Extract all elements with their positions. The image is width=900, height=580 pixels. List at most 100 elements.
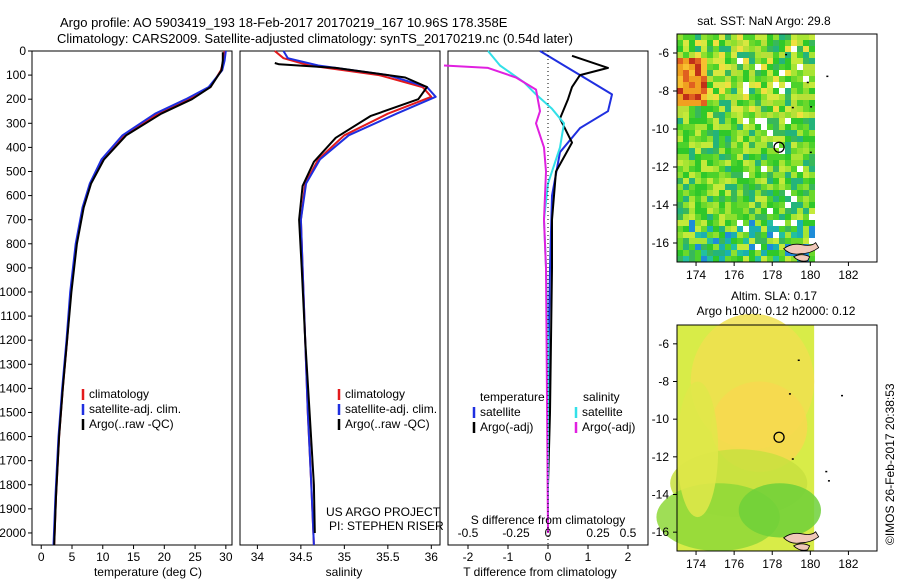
sst-cell	[743, 160, 749, 166]
sst-cell	[749, 46, 755, 52]
salinity-legend-label: Argo(..raw -QC)	[345, 417, 430, 431]
sst-cell	[749, 232, 755, 238]
sst-cell	[803, 124, 809, 130]
sst-cell	[761, 106, 767, 112]
sst-cell	[791, 106, 797, 112]
sst-cell	[737, 64, 743, 70]
sst-cell	[809, 208, 815, 214]
differences-xtick-label: 1	[585, 550, 592, 564]
sst-cell	[779, 58, 785, 64]
sst-cell	[731, 166, 737, 172]
sst-cell	[725, 88, 731, 94]
sst-cell	[767, 238, 773, 244]
sst-cell	[683, 100, 689, 106]
sst-cell	[707, 214, 713, 220]
sst-cell	[773, 208, 779, 214]
sst-cell	[731, 82, 737, 88]
sst-cell	[779, 238, 785, 244]
sst-cell	[803, 88, 809, 94]
sst-cell	[689, 172, 695, 178]
temperature-xlabel: temperature (deg C)	[94, 565, 202, 579]
sst-cell	[773, 184, 779, 190]
sst-cell	[713, 88, 719, 94]
sst-cell	[755, 190, 761, 196]
sst-cell	[731, 94, 737, 100]
sla-map-lat-label: -8	[658, 375, 669, 389]
sst-cell	[677, 196, 683, 202]
sla-map-lon-label: 174	[686, 557, 706, 571]
sst-cell	[779, 232, 785, 238]
sst-cell	[683, 220, 689, 226]
sst-cell	[809, 196, 815, 202]
sst-cell	[707, 226, 713, 232]
sst-cell	[779, 34, 785, 40]
sst-cell	[725, 106, 731, 112]
sst-cell	[767, 46, 773, 52]
sst-cell	[707, 76, 713, 82]
sst-cell	[713, 112, 719, 118]
sst-cell	[713, 202, 719, 208]
sst-cell	[779, 76, 785, 82]
sst-map-lat-label: -12	[652, 160, 670, 174]
sst-cell	[743, 208, 749, 214]
sst-cell	[761, 232, 767, 238]
sst-cell	[689, 166, 695, 172]
sst-cell	[713, 244, 719, 250]
sst-cell	[689, 94, 695, 100]
sst-cell	[713, 226, 719, 232]
sst-cell	[755, 160, 761, 166]
sst-cell	[767, 196, 773, 202]
sst-cell	[701, 94, 707, 100]
sst-cell	[773, 34, 779, 40]
sst-cell	[743, 64, 749, 70]
sst-cell	[767, 94, 773, 100]
sst-cell	[695, 46, 701, 52]
sst-cell	[785, 166, 791, 172]
sst-cell	[701, 250, 707, 256]
sst-cell	[785, 100, 791, 106]
sst-cell	[803, 94, 809, 100]
sst-cell	[683, 46, 689, 52]
sst-cell	[773, 70, 779, 76]
sst-cell	[677, 172, 683, 178]
salinity-xtick-label: 34.5	[289, 550, 313, 564]
sst-cell	[797, 154, 803, 160]
sst-cell	[755, 112, 761, 118]
sst-cell	[683, 112, 689, 118]
sst-cell	[797, 130, 803, 136]
sst-cell	[677, 154, 683, 160]
sst-cell	[719, 184, 725, 190]
sst-cell	[677, 142, 683, 148]
sst-cell	[707, 202, 713, 208]
sst-cell	[767, 34, 773, 40]
sst-cell	[677, 88, 683, 94]
sst-cell	[755, 136, 761, 142]
sst-cell	[677, 136, 683, 142]
sst-cell	[731, 112, 737, 118]
sst-cell	[749, 34, 755, 40]
sst-cell	[749, 58, 755, 64]
sst-cell	[743, 190, 749, 196]
sst-cell	[755, 100, 761, 106]
sst-cell	[731, 196, 737, 202]
sst-cell	[761, 154, 767, 160]
sst-cell	[785, 256, 791, 262]
sst-cell	[737, 184, 743, 190]
sst-cell	[749, 226, 755, 232]
sst-cell	[761, 178, 767, 184]
sst-cell	[725, 196, 731, 202]
sst-cell	[725, 94, 731, 100]
sst-cell	[677, 70, 683, 76]
sst-cell	[695, 112, 701, 118]
sst-cell	[719, 166, 725, 172]
sst-cell	[737, 70, 743, 76]
sst-cell	[725, 34, 731, 40]
sst-cell	[755, 238, 761, 244]
sst-cell	[767, 82, 773, 88]
depth-tick-label: 700	[6, 213, 26, 227]
sst-cell	[731, 184, 737, 190]
sst-cell	[797, 172, 803, 178]
temperature-legend-label: climatology	[89, 387, 149, 401]
depth-tick-label: 200	[6, 92, 26, 106]
depth-tick-label: 900	[6, 261, 26, 275]
